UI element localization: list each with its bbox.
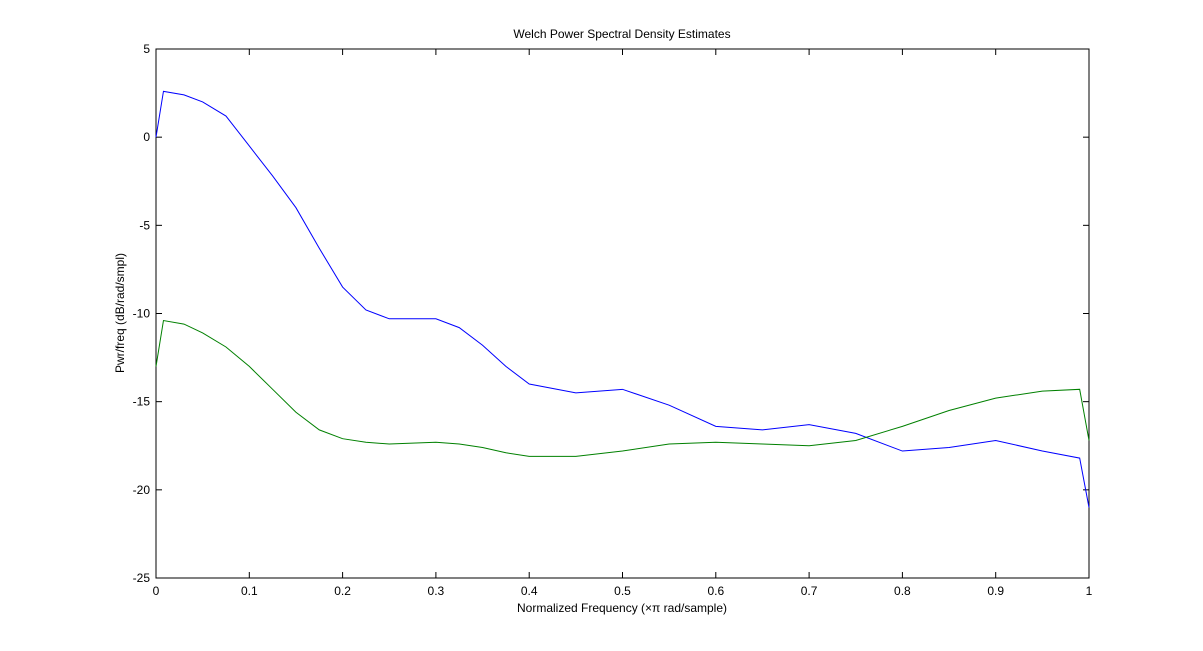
y-tick-label: 5 [143,42,150,56]
x-tick-label: 0 [153,584,160,598]
y-tick-label: -20 [133,483,151,497]
data-line [155,319,1090,457]
chart-title: Welch Power Spectral Density Estimates [513,27,730,41]
x-tick-label: 0.4 [521,584,538,598]
x-axis-label: Normalized Frequency (×π rad/sample) [517,601,727,615]
data-line [155,90,1090,508]
x-tick-label: 0.6 [707,584,724,598]
y-tick-label: -10 [133,307,151,321]
x-tick-label: 0.9 [987,584,1004,598]
y-tick-label: 0 [143,130,150,144]
x-tick-label: 0.7 [801,584,818,598]
x-tick-label: 0.8 [894,584,911,598]
x-tick-label: 1 [1086,584,1093,598]
x-tick-label: 0.2 [334,584,351,598]
x-tick-label: 0.5 [614,584,631,598]
y-tick-label: -15 [133,395,151,409]
y-axis-label: Pwr/freq (dB/rad/smpl) [113,253,127,373]
x-tick-label: 0.3 [428,584,445,598]
y-tick-label: -5 [139,218,150,232]
y-tick-label: -25 [133,571,151,585]
plot-frame [155,48,1090,579]
x-tick-label: 0.1 [241,584,258,598]
